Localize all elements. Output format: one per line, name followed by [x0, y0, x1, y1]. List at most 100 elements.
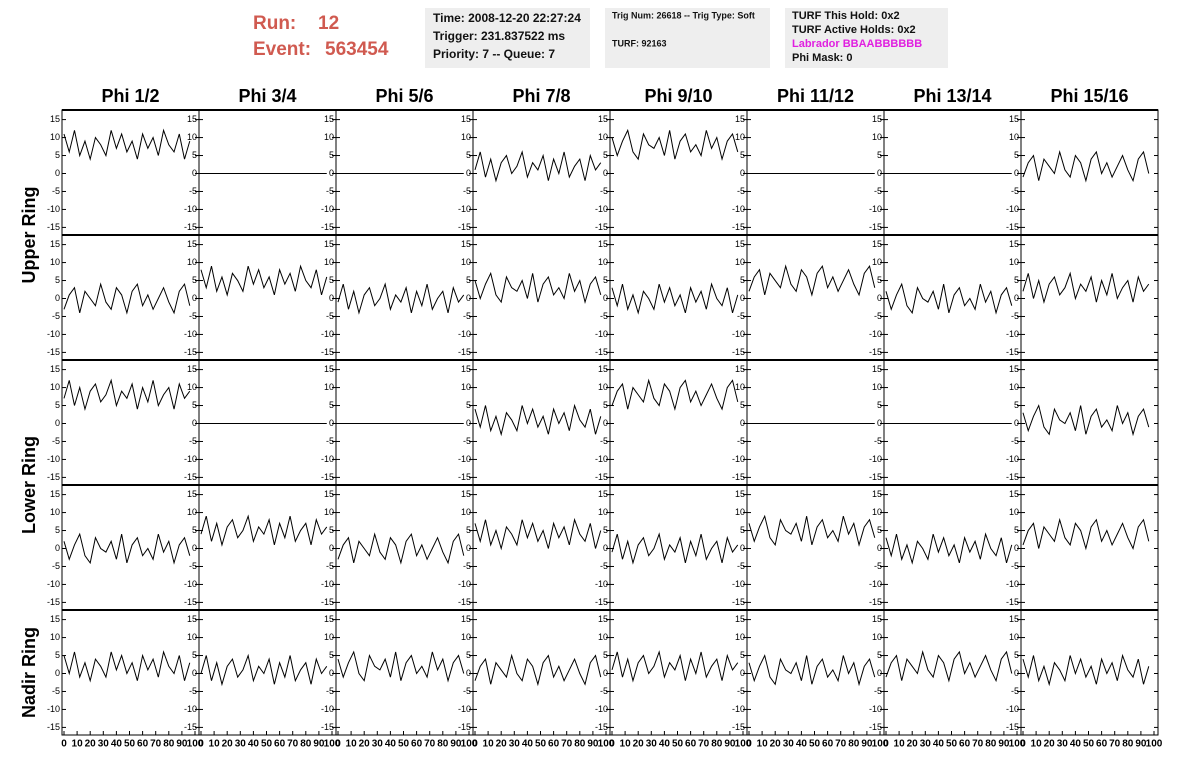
y-tick-label: -5 [600, 436, 608, 446]
y-tick-label: -15 [458, 347, 471, 357]
y-tick-label: 5 [329, 525, 334, 535]
waveform [1022, 150, 1150, 183]
run-label: Run: [253, 13, 296, 34]
y-tick-label: 15 [461, 239, 471, 249]
y-tick-label: 10 [598, 132, 608, 142]
y-tick-label: -15 [184, 472, 197, 482]
y-tick-label: -15 [595, 222, 608, 232]
y-tick-label: 5 [740, 275, 745, 285]
y-tick-label: -10 [47, 204, 60, 214]
y-tick-label: 15 [735, 114, 745, 124]
y-tick-label: -15 [595, 722, 608, 732]
y-tick-label: -15 [869, 597, 882, 607]
column-title: Phi 9/10 [644, 86, 712, 106]
y-tick-label: 5 [877, 150, 882, 160]
y-tick-label: -15 [184, 722, 197, 732]
y-tick-label: 10 [461, 632, 471, 642]
x-tick-label: 100 [1009, 739, 1026, 750]
y-tick-label: 0 [1014, 293, 1019, 303]
y-tick-label: 15 [735, 364, 745, 374]
y-tick-label: 10 [461, 132, 471, 142]
x-tick-label: 80 [163, 739, 175, 750]
y-tick-label: -5 [600, 686, 608, 696]
y-tick-label: 0 [466, 543, 471, 553]
x-tick-label: 50 [261, 739, 273, 750]
y-tick-label: -10 [732, 329, 745, 339]
y-tick-label: 10 [1009, 382, 1019, 392]
x-tick-label: 60 [274, 739, 286, 750]
x-tick-label: 70 [972, 739, 984, 750]
y-tick-label: -15 [47, 222, 60, 232]
x-tick-label: 30 [509, 739, 521, 750]
column-title: Phi 1/2 [101, 86, 159, 106]
y-tick-label: 5 [1014, 400, 1019, 410]
y-tick-label: -15 [732, 722, 745, 732]
x-tick-label: 60 [548, 739, 560, 750]
y-tick-label: 0 [603, 418, 608, 428]
y-tick-label: -10 [869, 579, 882, 589]
x-tick-label: 10 [757, 739, 769, 750]
waveform [1022, 653, 1150, 687]
y-tick-label: 10 [324, 257, 334, 267]
y-tick-label: 5 [740, 650, 745, 660]
y-tick-label: 15 [461, 114, 471, 124]
y-tick-label: 0 [329, 168, 334, 178]
y-tick-label: -15 [458, 222, 471, 232]
y-tick-label: 10 [872, 507, 882, 517]
y-tick-label: -15 [732, 597, 745, 607]
x-tick-label: 20 [907, 739, 919, 750]
y-tick-label: 5 [192, 275, 197, 285]
y-tick-label: -10 [732, 579, 745, 589]
y-tick-label: 10 [50, 132, 60, 142]
x-tick-label: 50 [398, 739, 410, 750]
y-tick-label: 10 [735, 257, 745, 267]
y-tick-label: 0 [877, 668, 882, 678]
waveform [748, 264, 876, 297]
waveform [474, 271, 602, 305]
y-tick-label: -10 [1006, 329, 1019, 339]
y-tick-label: 0 [877, 418, 882, 428]
y-tick-label: 0 [877, 293, 882, 303]
y-tick-label: 5 [192, 525, 197, 535]
y-tick-label: -10 [869, 329, 882, 339]
x-tick-label: 40 [659, 739, 671, 750]
x-tick-label: 70 [698, 739, 710, 750]
x-tick-label: 70 [1109, 739, 1121, 750]
x-tick-label: 70 [424, 739, 436, 750]
y-tick-label: -5 [52, 186, 60, 196]
y-tick-label: 0 [192, 668, 197, 678]
y-tick-label: 5 [192, 650, 197, 660]
y-tick-label: 0 [740, 293, 745, 303]
y-tick-label: 5 [55, 650, 60, 660]
x-tick-label: 50 [535, 739, 547, 750]
y-tick-label: -10 [732, 204, 745, 214]
x-tick-label: 60 [685, 739, 697, 750]
y-tick-label: 0 [192, 543, 197, 553]
x-tick-label: 30 [372, 739, 384, 750]
y-tick-label: 0 [329, 418, 334, 428]
x-tick-label: 30 [920, 739, 932, 750]
y-tick-label: 15 [50, 239, 60, 249]
y-tick-label: 10 [735, 132, 745, 142]
y-tick-label: 5 [740, 150, 745, 160]
x-tick-label: 20 [633, 739, 645, 750]
info-box [785, 8, 948, 68]
x-tick-label: 90 [450, 739, 462, 750]
y-tick-label: 10 [50, 382, 60, 392]
y-tick-label: 15 [872, 114, 882, 124]
x-tick-label: 20 [359, 739, 371, 750]
y-tick-label: -15 [184, 222, 197, 232]
y-tick-label: -10 [595, 329, 608, 339]
y-tick-label: -10 [1006, 204, 1019, 214]
y-tick-label: -5 [189, 311, 197, 321]
y-tick-label: -5 [463, 311, 471, 321]
x-tick-label: 80 [437, 739, 449, 750]
y-tick-label: -10 [47, 454, 60, 464]
y-tick-label: -10 [184, 454, 197, 464]
y-tick-label: 10 [598, 507, 608, 517]
y-tick-label: 15 [461, 489, 471, 499]
y-tick-label: -15 [47, 472, 60, 482]
y-tick-label: -15 [458, 722, 471, 732]
y-tick-label: -15 [1006, 472, 1019, 482]
